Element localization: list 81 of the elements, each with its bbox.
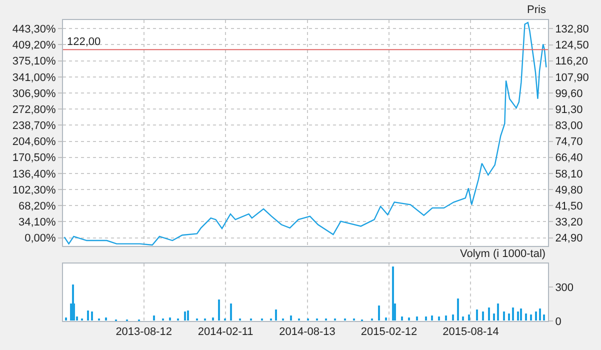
bar xyxy=(457,298,459,321)
bar xyxy=(530,314,532,321)
bar xyxy=(482,312,484,321)
bar xyxy=(468,314,470,321)
y2-tick-label: 49,80 xyxy=(555,184,583,196)
bar xyxy=(512,308,514,321)
bar xyxy=(431,316,433,321)
x-tick-label: 2015-08-14 xyxy=(442,326,499,338)
bar xyxy=(503,312,505,321)
bar xyxy=(105,318,107,321)
y2-tick-label: 99,60 xyxy=(555,88,583,100)
y-tick-label: 68,20% xyxy=(18,200,56,212)
y2-tick-label: 91,30 xyxy=(555,104,583,116)
bar xyxy=(517,312,519,321)
y-tick-label: 170,50% xyxy=(12,152,56,164)
bar xyxy=(543,314,545,321)
bar xyxy=(452,314,454,321)
y-tick-label: 102,30% xyxy=(12,184,56,196)
x-tick-label: 2015-02-12 xyxy=(360,326,418,338)
y-tick-label: 409,20% xyxy=(12,40,56,52)
y2-tick-label: 41,50 xyxy=(555,200,583,212)
bar xyxy=(212,318,214,321)
bar xyxy=(416,316,418,321)
bar xyxy=(539,308,541,321)
y2-tick-label: 74,70 xyxy=(555,136,583,148)
bar xyxy=(91,312,93,321)
y2-axis-title: Pris xyxy=(527,4,546,16)
bar xyxy=(520,308,522,321)
y2-tick-label: 124,50 xyxy=(555,40,589,52)
y-tick-label: 136,40% xyxy=(12,168,56,180)
y2-axis-title: Volym (i 1000-tal) xyxy=(460,248,546,260)
bar xyxy=(87,310,89,321)
bar xyxy=(230,304,232,321)
y-tick-label: 34,10% xyxy=(18,216,56,229)
ref-line-label: 122,00 xyxy=(67,36,101,48)
bar xyxy=(476,310,478,321)
bar xyxy=(218,300,220,321)
bar xyxy=(275,310,277,321)
y-tick-label: 0,00% xyxy=(24,232,56,245)
y2-tick-label: 58,10 xyxy=(555,168,583,180)
bar xyxy=(535,312,537,321)
bar xyxy=(378,306,380,321)
bar xyxy=(169,318,171,321)
y2-tick-label: 107,90 xyxy=(555,72,589,84)
x-tick-label: 2013-08-12 xyxy=(116,326,172,338)
y2-tick-label: 116,20 xyxy=(555,56,588,68)
bar xyxy=(65,318,67,321)
y2-tick-label: 83,00 xyxy=(555,120,583,132)
bar xyxy=(187,310,189,321)
bar xyxy=(408,318,410,321)
bar xyxy=(508,314,510,321)
bar xyxy=(153,316,155,321)
bar xyxy=(438,316,440,321)
y2-tick-label: 132,80 xyxy=(555,24,589,36)
y2-tick-label: 300 xyxy=(555,282,574,294)
y-tick-label: 341,00% xyxy=(12,72,56,84)
bar xyxy=(392,266,394,321)
bar xyxy=(497,304,499,321)
bar xyxy=(184,312,186,321)
x-tick-label: 2014-02-11 xyxy=(198,326,254,338)
y-tick-label: 272,80% xyxy=(12,104,56,116)
y2-tick-label: 66,40 xyxy=(555,152,583,164)
bar xyxy=(401,316,403,321)
x-tick-label: 2014-08-13 xyxy=(279,326,336,338)
bar xyxy=(425,316,427,321)
bar xyxy=(462,316,464,321)
y2-tick-label: 33,20 xyxy=(555,216,583,229)
y-tick-label: 204,60% xyxy=(12,136,56,148)
line-series xyxy=(64,22,547,246)
y-tick-label: 375,10% xyxy=(12,56,56,68)
y2-tick-label: 0 xyxy=(555,316,562,328)
y-tick-label: 238,70% xyxy=(12,120,56,132)
y-tick-label: 443,30% xyxy=(12,23,56,36)
bar xyxy=(385,318,387,321)
bar xyxy=(445,316,447,321)
y-tick-label: 306,90% xyxy=(12,88,56,100)
y2-tick-label: 24,90 xyxy=(555,232,583,245)
bar xyxy=(290,316,292,321)
bar xyxy=(493,314,495,321)
bar xyxy=(525,314,527,321)
bar xyxy=(488,308,490,321)
